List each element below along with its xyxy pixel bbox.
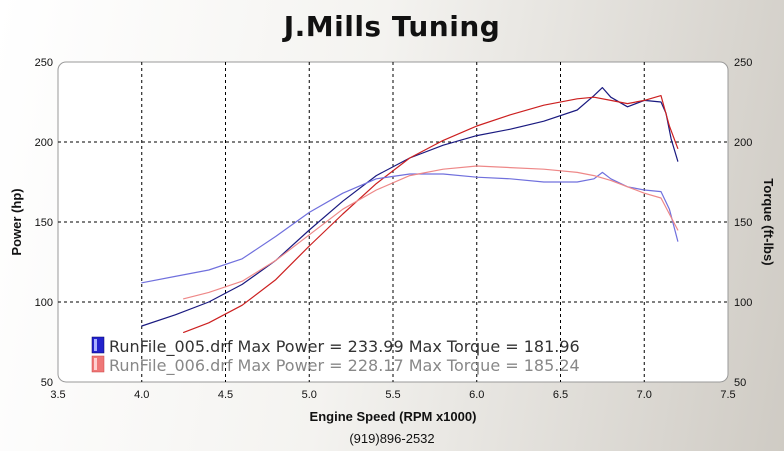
series-line-3 bbox=[183, 165, 679, 300]
x-tick-label: 5.0 bbox=[302, 389, 317, 401]
series-lines bbox=[141, 86, 679, 333]
x-tick-label: 3.5 bbox=[50, 389, 65, 401]
y-right-tick-label: 200 bbox=[734, 137, 752, 149]
x-tick-label: 5.5 bbox=[385, 389, 400, 401]
legend-entry-run006: RunFile_006.drf Max Power = 228.17 Max T… bbox=[109, 356, 580, 376]
footer-phone: (919)896-2532 bbox=[349, 431, 435, 446]
y-left-tick-label: 150 bbox=[35, 217, 53, 229]
x-axis-label: Engine Speed (RPM x1000) bbox=[310, 409, 477, 424]
y-left-tick-label: 200 bbox=[35, 137, 53, 149]
y-right-tick-label: 150 bbox=[734, 217, 752, 229]
legend: RunFile_005.drf Max Power = 233.99 Max T… bbox=[91, 336, 580, 376]
x-tick-label: 4.5 bbox=[218, 389, 233, 401]
y-left-tick-label: 50 bbox=[41, 377, 53, 389]
y-axis-right-ticks: 50 100 150 200 250 bbox=[734, 57, 752, 389]
y-axis-right-label: Torque (ft-lbs) bbox=[761, 178, 776, 265]
legend-swatch-run006-highlight bbox=[94, 358, 97, 370]
grid-lines bbox=[58, 62, 728, 382]
legend-swatch-run006 bbox=[91, 355, 105, 373]
y-right-tick-label: 250 bbox=[734, 57, 752, 69]
x-axis-ticks: 3.5 4.0 4.5 5.0 5.5 6.0 6.5 7.0 7.5 bbox=[50, 389, 735, 401]
series-line-1 bbox=[183, 94, 679, 333]
y-axis-left-label: Power (hp) bbox=[9, 188, 24, 255]
x-tick-label: 7.0 bbox=[637, 389, 652, 401]
x-tick-label: 4.0 bbox=[134, 389, 149, 401]
legend-swatch-run005-highlight bbox=[94, 339, 97, 351]
y-left-tick-label: 100 bbox=[35, 297, 53, 309]
y-right-tick-label: 50 bbox=[734, 377, 746, 389]
y-axis-left-ticks: 50 100 150 200 250 bbox=[35, 57, 53, 389]
x-tick-label: 6.5 bbox=[553, 389, 568, 401]
y-right-tick-label: 100 bbox=[734, 297, 752, 309]
x-tick-label: 7.5 bbox=[720, 389, 735, 401]
legend-swatch-run005 bbox=[91, 336, 105, 354]
series-line-2 bbox=[141, 171, 679, 284]
chart-title: J.Mills Tuning bbox=[283, 10, 501, 43]
y-left-tick-label: 250 bbox=[35, 57, 53, 69]
x-tick-label: 6.0 bbox=[469, 389, 484, 401]
series-line-0 bbox=[141, 86, 679, 327]
legend-entry-run005: RunFile_005.drf Max Power = 233.99 Max T… bbox=[109, 337, 580, 357]
